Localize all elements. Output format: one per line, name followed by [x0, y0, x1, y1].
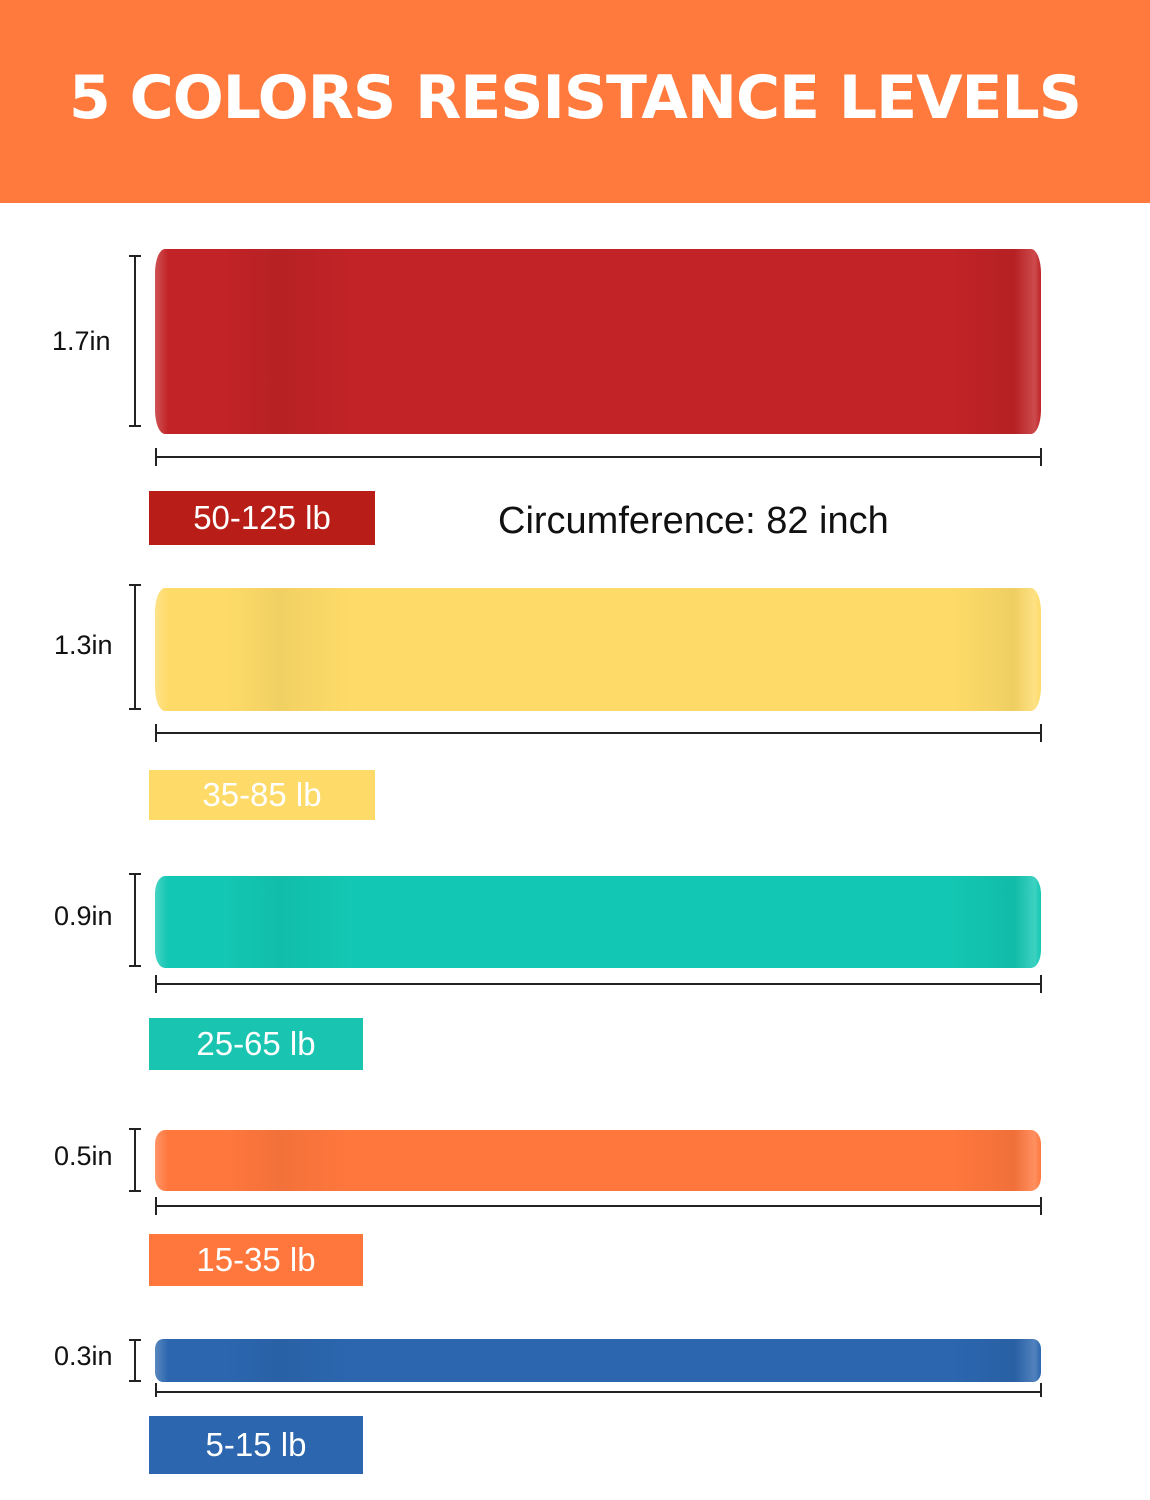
red-band: [155, 249, 1041, 434]
blue-band: [155, 1339, 1041, 1382]
height-bracket: [129, 584, 141, 710]
resistance-label: 50-125 lb: [149, 491, 375, 545]
band-width-label: 1.3in: [54, 630, 113, 660]
length-bracket: [155, 975, 1042, 993]
resistance-label: 25-65 lb: [149, 1018, 363, 1070]
band-width-label: 0.9in: [54, 901, 113, 931]
resistance-label: 5-15 lb: [149, 1416, 363, 1474]
length-bracket: [155, 724, 1042, 742]
header-banner: 5 COLORS RESISTANCE LEVELS: [0, 0, 1150, 203]
height-bracket: [129, 1128, 141, 1192]
length-bracket: [155, 448, 1042, 466]
height-bracket: [129, 873, 141, 967]
circumference-label: Circumference: 82 inch: [498, 500, 889, 542]
teal-band: [155, 876, 1041, 968]
orange-band: [155, 1130, 1041, 1191]
length-bracket: [155, 1197, 1042, 1215]
band-width-label: 0.5in: [54, 1141, 113, 1171]
band-width-label: 1.7in: [52, 326, 111, 356]
height-bracket: [129, 255, 141, 427]
length-bracket: [155, 1383, 1042, 1397]
page-title: 5 COLORS RESISTANCE LEVELS: [69, 62, 1082, 133]
resistance-label: 15-35 lb: [149, 1234, 363, 1286]
band-width-label: 0.3in: [54, 1341, 113, 1371]
height-bracket: [129, 1339, 141, 1382]
yellow-band: [155, 588, 1041, 711]
resistance-label: 35-85 lb: [149, 770, 375, 820]
